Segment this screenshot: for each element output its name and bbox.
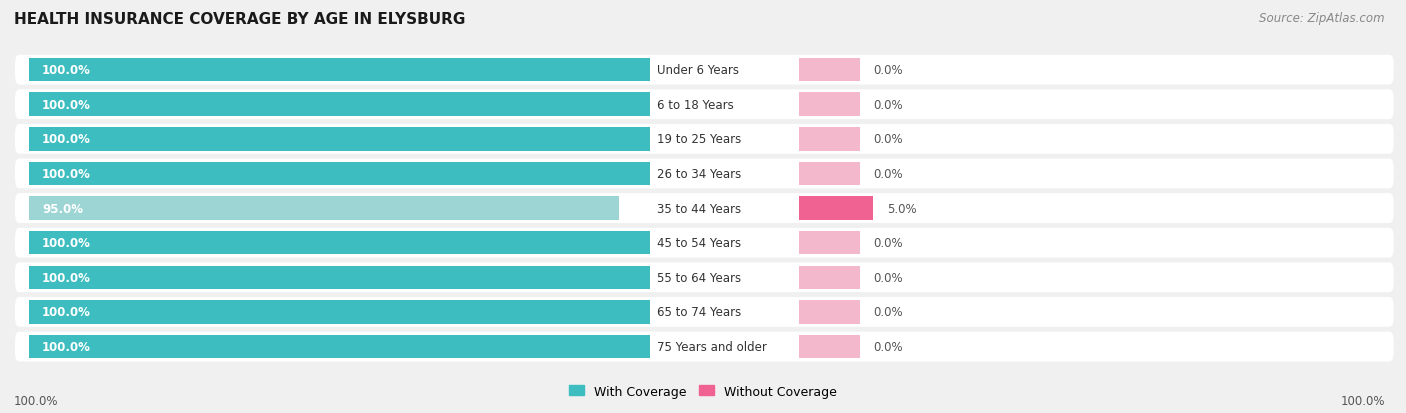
Text: 100.0%: 100.0%	[14, 394, 59, 407]
FancyBboxPatch shape	[15, 159, 1393, 189]
Text: 6 to 18 Years: 6 to 18 Years	[657, 98, 734, 112]
Text: 0.0%: 0.0%	[873, 133, 903, 146]
Text: 100.0%: 100.0%	[42, 64, 91, 77]
FancyBboxPatch shape	[15, 194, 1393, 223]
Text: 45 to 54 Years: 45 to 54 Years	[657, 237, 741, 249]
Bar	[28, 231, 651, 255]
Text: Under 6 Years: Under 6 Years	[657, 64, 740, 77]
FancyBboxPatch shape	[15, 56, 1393, 85]
FancyBboxPatch shape	[15, 125, 1393, 154]
Bar	[799, 335, 860, 358]
Text: 0.0%: 0.0%	[873, 98, 903, 112]
Bar	[28, 300, 651, 324]
Text: 100.0%: 100.0%	[42, 340, 91, 353]
Text: 55 to 64 Years: 55 to 64 Years	[657, 271, 741, 284]
Text: 5.0%: 5.0%	[887, 202, 917, 215]
Text: 100.0%: 100.0%	[42, 271, 91, 284]
Bar	[799, 59, 860, 82]
Text: Source: ZipAtlas.com: Source: ZipAtlas.com	[1260, 12, 1385, 25]
Bar	[28, 266, 651, 290]
Text: 26 to 34 Years: 26 to 34 Years	[657, 168, 741, 180]
Bar	[799, 197, 873, 220]
Text: 19 to 25 Years: 19 to 25 Years	[657, 133, 741, 146]
Legend: With Coverage, Without Coverage: With Coverage, Without Coverage	[564, 380, 842, 403]
Text: 100.0%: 100.0%	[42, 168, 91, 180]
FancyBboxPatch shape	[15, 263, 1393, 292]
FancyBboxPatch shape	[15, 332, 1393, 361]
Bar	[28, 162, 651, 186]
Text: 75 Years and older: 75 Years and older	[657, 340, 766, 353]
Bar	[28, 59, 651, 82]
Text: 0.0%: 0.0%	[873, 237, 903, 249]
Text: 100.0%: 100.0%	[1340, 394, 1385, 407]
Text: 100.0%: 100.0%	[42, 237, 91, 249]
Bar	[28, 128, 651, 151]
Bar	[28, 197, 619, 220]
Bar	[28, 93, 651, 117]
Bar	[28, 335, 651, 358]
Text: 0.0%: 0.0%	[873, 340, 903, 353]
Bar	[799, 300, 860, 324]
Text: 100.0%: 100.0%	[42, 133, 91, 146]
Text: 100.0%: 100.0%	[42, 306, 91, 319]
FancyBboxPatch shape	[15, 228, 1393, 258]
Text: 0.0%: 0.0%	[873, 306, 903, 319]
FancyBboxPatch shape	[15, 90, 1393, 120]
Text: 0.0%: 0.0%	[873, 64, 903, 77]
Text: HEALTH INSURANCE COVERAGE BY AGE IN ELYSBURG: HEALTH INSURANCE COVERAGE BY AGE IN ELYS…	[14, 12, 465, 27]
Bar	[799, 128, 860, 151]
Bar	[799, 266, 860, 290]
Text: 35 to 44 Years: 35 to 44 Years	[657, 202, 741, 215]
Bar	[799, 93, 860, 117]
Text: 0.0%: 0.0%	[873, 271, 903, 284]
FancyBboxPatch shape	[15, 297, 1393, 327]
Text: 100.0%: 100.0%	[42, 98, 91, 112]
Bar	[799, 162, 860, 186]
Text: 0.0%: 0.0%	[873, 168, 903, 180]
Text: 65 to 74 Years: 65 to 74 Years	[657, 306, 741, 319]
Bar	[799, 231, 860, 255]
Text: 95.0%: 95.0%	[42, 202, 83, 215]
